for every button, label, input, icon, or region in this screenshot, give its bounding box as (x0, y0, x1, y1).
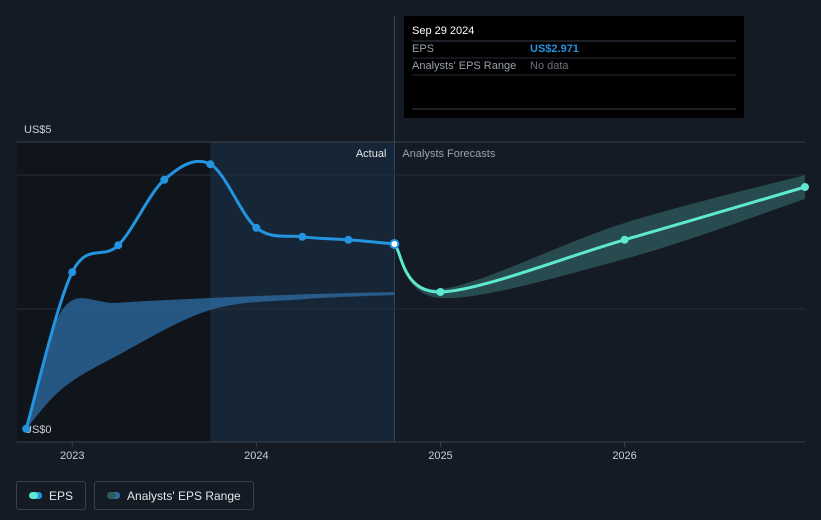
eps-point (298, 232, 307, 241)
eps-point (160, 175, 169, 184)
tooltip-key: EPS (412, 43, 434, 55)
tooltip-value: US$2.971 (530, 43, 579, 55)
eps-point (344, 235, 353, 244)
x-tick-label: 2026 (612, 450, 636, 462)
y-tick-label: US$0 (24, 424, 52, 436)
eps-line (393, 185, 806, 294)
eps-point (389, 239, 400, 249)
tooltip-box (404, 16, 744, 118)
eps-point (68, 268, 77, 277)
legend-swatch (29, 492, 42, 499)
eps-point (252, 223, 261, 232)
legend-eps[interactable]: EPS (16, 481, 87, 510)
recent-region (210, 142, 395, 442)
eps-point (114, 241, 123, 250)
range-band (394, 175, 805, 299)
eps-point (620, 235, 629, 244)
legend-label: EPS (49, 488, 74, 503)
tooltip-key: Analysts' EPS Range (412, 60, 516, 72)
range-band (26, 292, 395, 429)
tooltip-title: Sep 29 2024 (412, 25, 474, 37)
legend-label: Analysts' EPS Range (127, 488, 241, 503)
legend-swatch (107, 492, 121, 499)
tooltip-value: No data (530, 60, 569, 72)
forecast-label: Analysts Forecasts (402, 148, 495, 160)
eps-point (801, 183, 809, 191)
x-tick-label: 2023 (60, 450, 84, 462)
eps-point (436, 288, 445, 296)
x-tick-label: 2024 (244, 450, 268, 462)
x-tick-label: 2025 (428, 450, 452, 462)
tooltip: Sep 29 2024 EPS US$2.971 Analysts' EPS Rang… (404, 16, 744, 118)
actual-label: Actual (356, 148, 387, 160)
eps-point (22, 424, 31, 433)
legend-range[interactable]: Analysts' EPS Range (94, 481, 254, 510)
y-tick-label: US$5 (24, 124, 52, 136)
legend: EPS Analysts' EPS Range (16, 481, 254, 510)
eps-point (206, 160, 215, 169)
